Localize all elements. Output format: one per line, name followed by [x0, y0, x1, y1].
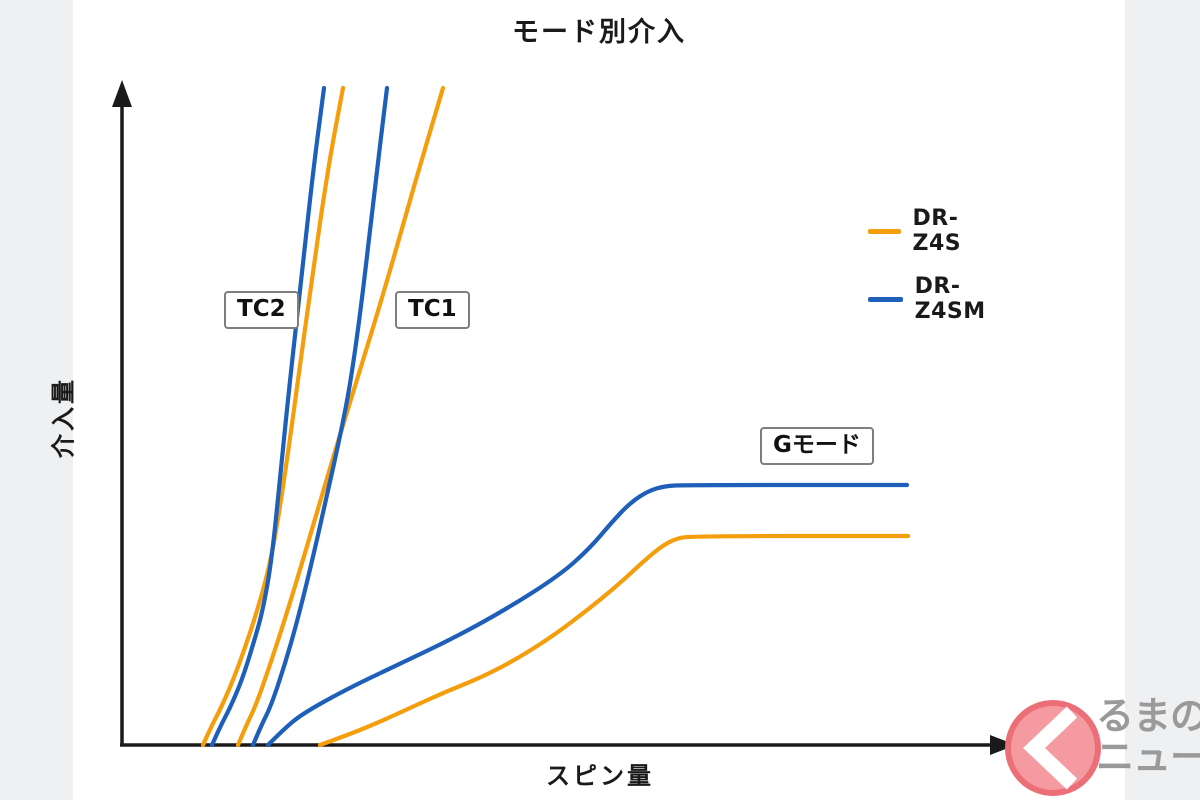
- legend-item-dr-z4sm: DR-Z4SM: [868, 274, 999, 324]
- legend-swatch-orange: [868, 228, 901, 234]
- series-tc2-dr-z4s: [200, 85, 346, 748]
- series-tc2-dr-z4sm: [209, 85, 327, 748]
- series-tc1-dr-z4sm: [250, 85, 390, 748]
- legend-label-dr-z4s: DR-Z4S: [912, 206, 962, 256]
- y-axis-arrowhead-icon: [112, 80, 132, 107]
- y-axis-label: 介入量: [49, 377, 78, 458]
- watermark-text: るまの ニュース: [1096, 694, 1200, 780]
- logo-ring: [1005, 700, 1101, 796]
- series-tc1-dr-z4s: [235, 85, 446, 748]
- series-group: [200, 85, 911, 748]
- legend-label-dr-z4sm: DR-Z4SM: [914, 274, 986, 324]
- watermark-text-line2: ニュース: [1096, 735, 1200, 780]
- series-gmode-dr-z4s: [317, 533, 911, 748]
- kuruma-no-news-logo-icon: [1005, 700, 1101, 796]
- annotation-gmode: Gモード: [760, 427, 874, 465]
- logo-circle: [1008, 703, 1098, 793]
- watermark-text-line1: るまの: [1096, 694, 1200, 738]
- site-watermark: るまの ニュース: [1000, 694, 1200, 800]
- annotation-tc2: TC2: [224, 291, 299, 329]
- legend-swatch-blue: [868, 296, 903, 302]
- x-axis-arrowhead-icon: [990, 735, 1016, 755]
- legend-item-dr-z4s: DR-Z4S: [868, 206, 977, 256]
- chart-title: モード別介入: [512, 17, 686, 48]
- x-axis-label: スピン量: [546, 762, 654, 790]
- series-gmode-dr-z4sm: [265, 482, 910, 748]
- logo-ku-glyph: [1023, 706, 1078, 790]
- annotation-tc1: TC1: [395, 291, 470, 329]
